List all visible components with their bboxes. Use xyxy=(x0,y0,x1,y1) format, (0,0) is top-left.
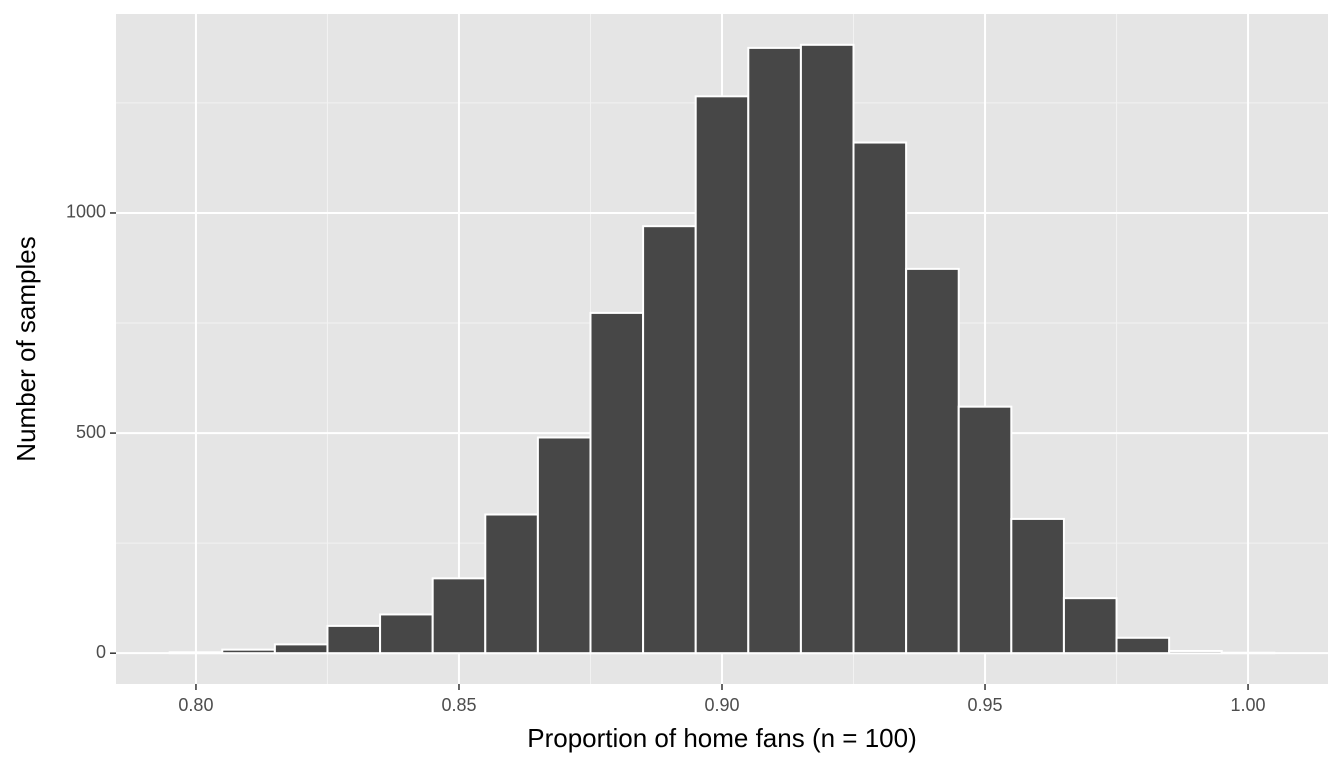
bar xyxy=(852,141,908,655)
y-axis-label: Number of samples xyxy=(11,236,41,461)
y-tick-label: 500 xyxy=(76,422,106,442)
bar xyxy=(379,613,434,655)
bar xyxy=(589,311,645,655)
bar xyxy=(642,225,697,655)
bar xyxy=(326,624,382,655)
bar xyxy=(484,513,539,655)
bar xyxy=(747,46,802,655)
bar xyxy=(431,577,487,655)
bar xyxy=(221,648,276,655)
bar xyxy=(536,436,592,655)
x-tick-label: 0.85 xyxy=(441,695,476,715)
bar xyxy=(957,405,1013,655)
bar xyxy=(694,95,750,655)
x-tick-label: 0.95 xyxy=(967,695,1002,715)
x-axis-label: Proportion of home fans (n = 100) xyxy=(527,723,917,753)
bar xyxy=(168,651,224,655)
x-tick-label: 0.80 xyxy=(178,695,213,715)
bar xyxy=(799,43,855,655)
bar xyxy=(1062,597,1118,655)
bar xyxy=(905,267,960,655)
bar xyxy=(273,643,329,655)
x-tick-label: 0.90 xyxy=(704,695,739,715)
bar xyxy=(1115,636,1171,655)
y-tick-label: 1000 xyxy=(66,202,106,222)
x-tick-label: 1.00 xyxy=(1231,695,1266,715)
bar xyxy=(1010,517,1065,655)
y-tick-label: 0 xyxy=(96,642,106,662)
bar xyxy=(1168,649,1223,655)
